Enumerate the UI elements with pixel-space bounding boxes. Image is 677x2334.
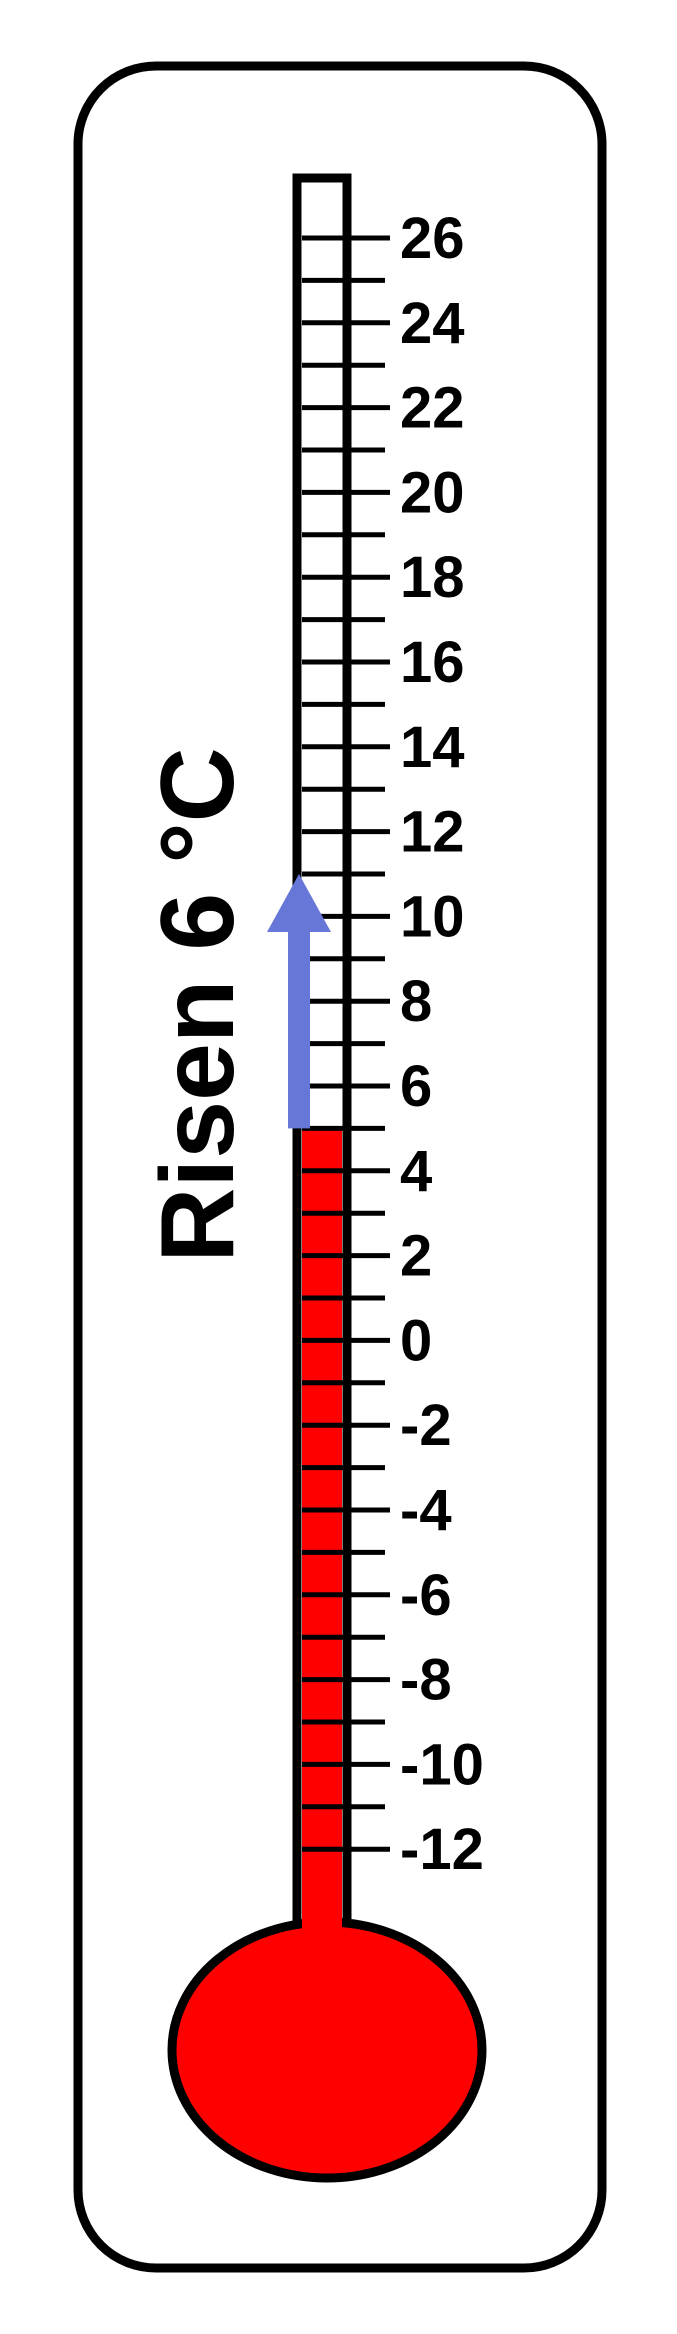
rise-caption: Risen 6 °C (140, 747, 256, 1263)
scale-ticks (302, 235, 390, 1852)
tick-label: 16 (400, 630, 465, 695)
tick-label: 10 (400, 884, 465, 949)
tick-label: -2 (400, 1393, 452, 1458)
bulb-neck (302, 1910, 342, 1950)
tick-label: 24 (400, 291, 465, 356)
tick-label: 20 (400, 460, 465, 525)
tick-label: 0 (400, 1308, 432, 1373)
tick-label: 26 (400, 206, 465, 271)
tick-label: -8 (400, 1648, 452, 1713)
tick-label: 14 (400, 715, 465, 780)
rise-arrow-shaft (288, 928, 310, 1129)
rise-arrow-group (267, 874, 331, 1129)
tick-label: -4 (400, 1478, 452, 1543)
tick-label: 22 (400, 376, 465, 441)
tick-label: -10 (400, 1732, 484, 1797)
tick-label: 12 (400, 800, 465, 865)
tick-label: 4 (400, 1139, 432, 1204)
mercury-column (302, 1128, 342, 1950)
tick-label: 2 (400, 1224, 432, 1289)
mercury-bulb (167, 1917, 487, 2183)
tick-label: 18 (400, 545, 465, 610)
tick-label: -6 (400, 1563, 452, 1628)
tick-label: -12 (400, 1817, 484, 1882)
tick-label: 6 (400, 1054, 432, 1119)
tick-label: 8 (400, 969, 432, 1034)
rise-arrow-head (267, 874, 331, 932)
